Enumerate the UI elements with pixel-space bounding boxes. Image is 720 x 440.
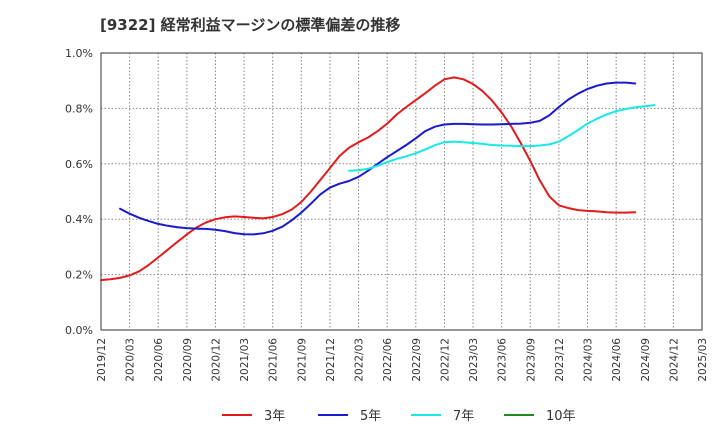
x-tick-label: 2023/06	[497, 338, 509, 382]
x-tick-label: 2025/03	[697, 338, 709, 382]
y-tick-label: 0.0%	[65, 324, 93, 337]
legend-label: 5年	[360, 409, 381, 424]
x-tick-label: 2019/12	[96, 338, 108, 382]
x-tick-label: 2023/12	[554, 338, 566, 382]
legend: 3年 5年 7年 10年	[222, 409, 576, 424]
x-tick-label: 2022/12	[439, 338, 451, 382]
x-tick-label: 2022/03	[354, 338, 366, 382]
x-tick-label: 2020/06	[153, 338, 165, 382]
x-tick-label: 2024/09	[640, 338, 652, 382]
x-tick-label: 2021/03	[239, 338, 251, 382]
legend-label: 10年	[546, 409, 576, 424]
series-line	[348, 104, 656, 172]
x-tick-label: 2024/06	[611, 338, 623, 382]
x-tick-label: 2023/03	[468, 338, 480, 382]
x-tick-label: 2021/12	[325, 338, 337, 382]
y-axis: 0.0% 0.2% 0.4% 0.6% 0.8% 1.0%	[65, 47, 93, 337]
plot-area	[101, 53, 702, 330]
y-tick-label: 0.6%	[65, 158, 93, 171]
series-line	[100, 76, 637, 282]
chart-title: [9322] 経常利益マージンの標準偏差の推移	[100, 16, 401, 34]
y-tick-label: 1.0%	[65, 47, 93, 60]
series-lines	[100, 76, 656, 282]
y-tick-label: 0.2%	[65, 269, 93, 282]
legend-label: 3年	[264, 409, 285, 424]
x-axis: 2019/12 2020/03 2020/06 2020/09 2020/12 2021/…	[96, 338, 709, 382]
series-line	[119, 81, 637, 236]
x-tick-label: 2020/12	[210, 338, 222, 382]
legend-label: 7年	[453, 409, 474, 424]
y-tick-label: 0.4%	[65, 213, 93, 226]
x-tick-label: 2021/06	[268, 338, 280, 382]
x-tick-label: 2022/06	[382, 338, 394, 382]
x-tick-label: 2024/12	[668, 338, 680, 382]
x-tick-label: 2021/09	[296, 338, 308, 382]
plot-frame	[100, 52, 703, 331]
x-tick-label: 2020/09	[182, 338, 194, 382]
x-tick-label: 2022/09	[411, 338, 423, 382]
x-tick-label: 2024/03	[583, 338, 595, 382]
x-tick-label: 2020/03	[125, 338, 137, 382]
x-tick-label: 2023/09	[525, 338, 537, 382]
y-tick-label: 0.8%	[65, 102, 93, 115]
